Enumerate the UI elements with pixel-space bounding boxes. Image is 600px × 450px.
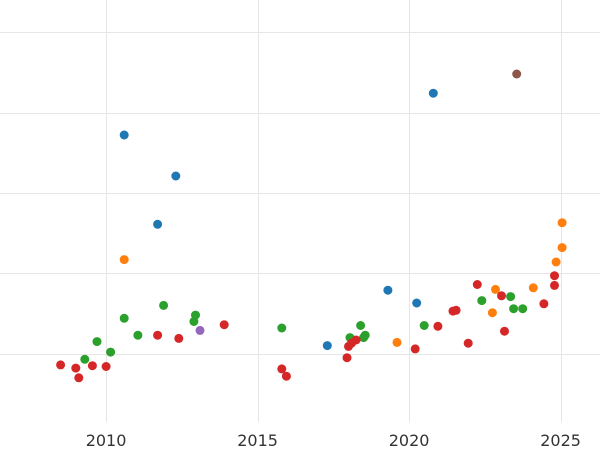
data-point-s3-19 [472,280,482,289]
x-tick-label-3: 2025 [540,431,581,450]
data-point-s2-3 [119,313,129,323]
data-point-s3-7 [219,320,229,330]
data-point-s5-0 [512,69,522,79]
data-point-s0-0 [119,130,129,140]
data-point-s1-5 [551,257,561,267]
data-point-s0-3 [322,341,332,351]
data-point-s3-20 [497,291,506,301]
data-point-s0-5 [412,298,422,308]
data-point-s3-18 [463,338,473,348]
data-point-s1-4 [528,283,538,293]
data-point-s3-8 [277,364,287,374]
data-point-s2-5 [159,300,169,310]
data-point-s3-23 [550,280,559,290]
data-point-s2-1 [92,337,102,347]
data-point-s0-4 [383,285,393,295]
data-point-s3-0 [56,360,66,370]
data-point-s0-1 [153,219,163,229]
data-point-s1-0 [119,255,129,265]
data-point-s3-13 [351,335,361,345]
data-point-s2-13 [419,321,429,330]
data-point-s3-4 [101,362,111,371]
data-point-s2-16 [509,304,519,314]
data-point-s3-6 [174,333,184,343]
x-tick-label-0: 2010 [86,431,127,450]
data-points [56,69,567,383]
data-point-s1-6 [557,243,567,253]
data-point-s3-2 [74,373,84,383]
data-point-s1-1 [392,337,402,347]
data-point-s3-5 [153,330,163,340]
x-tick-label-2: 2020 [389,431,430,450]
data-point-s1-7 [557,218,567,228]
x-gridlines [106,0,562,422]
data-point-s2-12 [359,333,369,343]
data-point-s3-3 [87,361,97,371]
data-point-s3-24 [550,271,559,281]
data-point-s2-7 [191,310,200,320]
data-point-s3-17 [451,305,461,315]
x-tick-labels: 2010 2015 2020 2025 [86,431,581,450]
data-point-s1-2 [487,308,497,318]
data-point-s0-6 [428,88,438,98]
data-point-s2-15 [506,292,516,302]
data-point-s3-10 [342,353,352,363]
data-point-s3-1 [71,363,81,373]
data-point-s2-10 [356,321,366,330]
data-point-s3-9 [281,371,291,381]
data-point-s2-8 [277,323,287,333]
y-gridlines [0,32,600,355]
x-tick-label-1: 2015 [237,431,278,450]
data-point-s3-22 [539,299,549,309]
data-point-s4-0 [195,325,205,335]
data-point-s2-2 [106,347,116,357]
data-point-s1-3 [491,284,500,294]
data-point-s3-14 [410,344,420,354]
data-point-s2-4 [133,330,143,340]
data-point-s3-21 [500,326,509,336]
data-point-s2-0 [80,354,90,364]
data-point-s2-17 [518,304,528,314]
data-point-s0-2 [171,171,181,181]
data-point-s2-14 [477,296,487,306]
data-point-s3-15 [433,321,443,331]
